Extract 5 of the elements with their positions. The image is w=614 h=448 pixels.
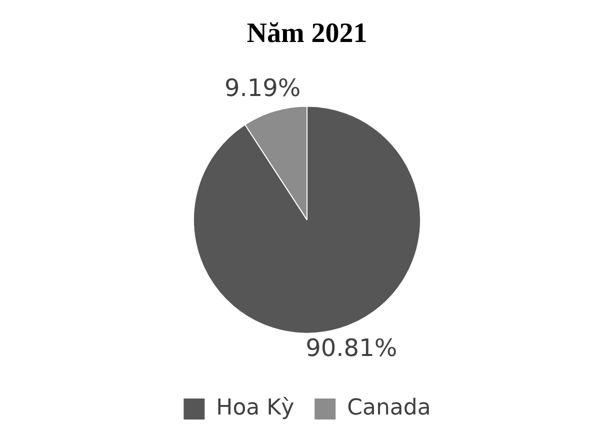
data-label: 9.19% [224, 74, 301, 102]
legend-label: Hoa Kỳ [216, 396, 294, 421]
chart-title: Năm 2021 [246, 18, 368, 50]
legend-label: Canada [347, 396, 431, 421]
data-label: 90.81% [306, 334, 398, 362]
